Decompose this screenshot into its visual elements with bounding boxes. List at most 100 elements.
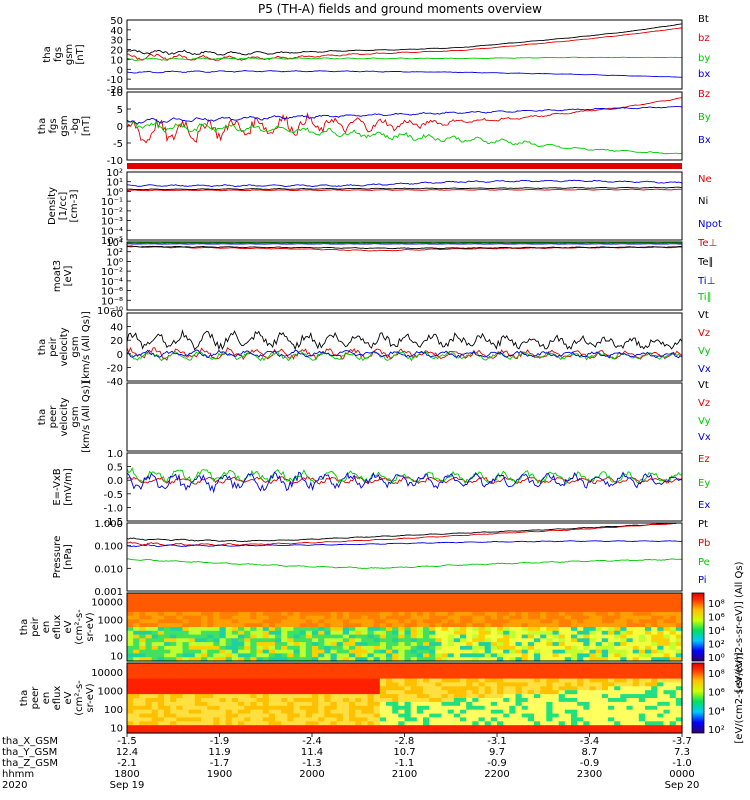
y-axis-label: Density[1/cc][cm-3] xyxy=(47,187,80,225)
series-line-black xyxy=(126,245,683,250)
y-axis-label: thafgsgsm[nT] xyxy=(42,44,86,65)
legend-label: Te∥ xyxy=(697,257,714,268)
axis-value: -1.9 xyxy=(210,736,230,747)
axis-value: -3.7 xyxy=(672,736,692,747)
y-tick-label: 5 xyxy=(117,105,123,116)
panel-10: 10⁸ 10⁶ 10⁴ 10² [eV/(cm2-s-sr-eV)] 10000 1000 1… xyxy=(19,652,745,743)
legend-label: Ne xyxy=(698,174,712,185)
legend-label: By xyxy=(698,112,711,123)
axis-value: 0000 xyxy=(669,769,694,780)
series-line-blue xyxy=(126,349,683,359)
legend-label: Vy xyxy=(698,346,711,357)
figure-title: P5 (TH-A) fields and ground moments over… xyxy=(258,2,542,16)
colorbar-tick-label: 10⁴ xyxy=(708,626,725,637)
y-tick-label: -1.5 xyxy=(103,517,123,528)
axis-value: -0.9 xyxy=(487,758,507,769)
axis-value: -2.1 xyxy=(117,758,137,769)
legend-label: Vx xyxy=(698,432,711,443)
legend-label: Bt xyxy=(698,14,709,25)
panel-8: 1.000 0.100 0.010 0.001 Pt Pb Pe Pi Pressure[nPa… xyxy=(52,519,710,598)
y-tick-label: 10² xyxy=(106,248,123,259)
axis-value: 11.4 xyxy=(301,747,323,758)
axis-value: -2.8 xyxy=(395,736,415,747)
legend-label: Npot xyxy=(698,219,722,230)
axis-value: -0.9 xyxy=(580,758,600,769)
legend-label: Ey xyxy=(698,478,710,489)
series-line-green xyxy=(126,120,683,155)
y-tick-label: 0.010 xyxy=(94,564,123,575)
legend-label: bz xyxy=(698,33,710,44)
colorbar-tick-label: 10⁶ xyxy=(708,613,725,624)
colorbar-label: [eV/(cm2-s-sr-eV)] (All Qs) xyxy=(734,561,745,692)
y-axis-label: moat3[eV] xyxy=(52,260,74,292)
y-tick-label: 10 xyxy=(110,88,123,99)
y-tick-label: 30 xyxy=(110,36,123,47)
legend-label: bx xyxy=(698,69,710,80)
panel-5: 60 40 20 0 -20 -40 Vt Vz Vy Vx thapeirvelocitygsm[… xyxy=(37,309,711,388)
axis-value: -3.4 xyxy=(580,736,600,747)
y-tick-label: 20 xyxy=(110,336,123,347)
panel-6: Vt Vz Vy Vx thapeervelocitygsm[km/s (All Qs)… xyxy=(37,380,711,453)
colorbar-tick-label: 10⁶ xyxy=(708,688,725,699)
y-tick-label: 10⁻⁴ xyxy=(101,277,123,288)
axis-value: -1.0 xyxy=(672,758,692,769)
series-line-blue xyxy=(126,540,683,548)
axis-value: 1800 xyxy=(114,769,139,780)
axis-value: 2000 xyxy=(299,769,324,780)
legend-label: Vy xyxy=(698,416,711,427)
colorbar-tick-label: 10⁸ xyxy=(708,599,725,610)
series-line-red xyxy=(126,27,683,62)
y-axis-label: Pressure[nPa] xyxy=(52,536,74,579)
y-tick-label: 10⁻¹⁰ xyxy=(97,306,123,317)
series-line-black xyxy=(126,23,683,56)
legend-label: Bz xyxy=(698,89,710,100)
y-tick-label: 10⁻² xyxy=(101,207,123,218)
y-tick-label: 1.000 xyxy=(94,519,123,530)
y-tick-label: 20 xyxy=(110,46,123,57)
legend-label: Pt xyxy=(698,519,708,530)
y-tick-label: 10⁻⁸ xyxy=(101,296,123,307)
y-tick-label: 10⁻⁴ xyxy=(101,226,123,237)
y-tick-label: 10⁰ xyxy=(106,187,123,198)
series-line-black xyxy=(126,522,682,543)
legend-label: Te⊥ xyxy=(697,238,717,249)
colorbar-tick-label: 10⁴ xyxy=(708,706,725,717)
colorbar-tick-label: 10² xyxy=(708,640,725,651)
colorbar-tick-label: 10⁰ xyxy=(708,653,725,664)
bottom-axis-labels: tha_X_GSM -1.5 -1.9 -2.4 -2.8 -3.1 -3.4 -3.7 tha… xyxy=(2,733,699,791)
series-line-blue xyxy=(126,471,683,494)
y-axis-label: thapeirenefluxeV(cm²-s-sr-eV) xyxy=(19,609,96,645)
separator-bar xyxy=(127,163,682,169)
axis-value: -1.3 xyxy=(302,758,322,769)
colorbar-tick-label: 10² xyxy=(708,725,725,736)
y-tick-label: 0 xyxy=(117,350,123,361)
y-tick-label: 0.100 xyxy=(94,542,123,553)
series-line-green xyxy=(126,350,683,362)
y-tick-label: -20 xyxy=(107,85,123,96)
axis-value: 2300 xyxy=(577,769,602,780)
colorbar xyxy=(691,592,705,662)
y-tick-label: 1000 xyxy=(98,686,123,697)
series-line-red xyxy=(127,522,682,547)
series-line-green xyxy=(126,56,682,61)
legend-label: by xyxy=(698,53,710,64)
legend-label: Ex xyxy=(698,500,710,511)
y-axis-label: thapeirvelocitygsm[km/s (All Qs)] xyxy=(37,311,92,383)
legend-label: Ez xyxy=(698,454,710,465)
y-tick-label: 10⁰ xyxy=(106,257,123,268)
y-tick-label: 10⁻² xyxy=(101,267,123,278)
axis-value: 10.7 xyxy=(393,747,415,758)
y-tick-label: 0.0 xyxy=(107,476,123,487)
axis-value: 2100 xyxy=(392,769,417,780)
axis-value: 2200 xyxy=(484,769,509,780)
y-tick-label: 40 xyxy=(110,323,123,334)
series-line-black xyxy=(126,329,683,351)
y-tick-label: 1000 xyxy=(98,616,123,627)
series-line-red xyxy=(126,97,683,144)
axis-row-label: tha_Z_GSM xyxy=(2,758,58,769)
y-tick-label: 0 xyxy=(117,122,123,133)
y-axis-label: thapeerenefluxeV(cm²-s-sr-eV) xyxy=(19,680,96,716)
